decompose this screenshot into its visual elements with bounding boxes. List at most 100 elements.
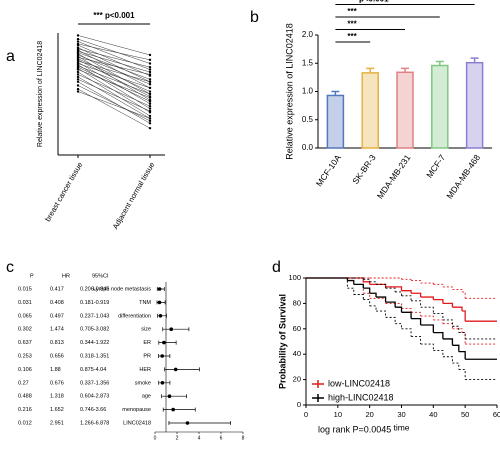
ci-step [376,310,387,318]
pair-point [148,117,152,120]
pair-line [77,44,151,76]
ci-whisker [158,380,171,385]
p-value: 0.065 [18,313,32,319]
ci-step [442,356,453,364]
ci-step [363,299,371,306]
pair-line [77,48,151,68]
pair-point [76,34,80,37]
ci-step [369,305,377,312]
hr-point [162,340,166,345]
survival-step [458,351,466,360]
survival-step [461,310,466,322]
bar [326,94,345,149]
row-label: differentiation [118,313,151,319]
ci-step [306,277,348,289]
y-axis-label: Relative expression of LINC02418 [284,23,294,160]
column-header: P [30,273,34,279]
x-tick-label: SK-BR-3 [350,152,378,185]
pair-point [148,107,152,110]
x-tick-label: MDA-MB-231 [375,152,413,200]
y-tick-label: 80 [293,298,301,307]
y-tick-label: 100 [288,273,301,282]
ci-step [411,311,422,317]
x-tick-label: 20 [365,410,373,419]
survival-step [363,281,371,285]
pair-line [77,76,151,119]
pair-point [148,100,152,103]
hr-point [160,354,165,358]
hr-point [173,367,178,372]
ci-whisker [168,421,232,425]
p-value: 0.216 [18,407,32,413]
ci-step [411,280,422,284]
x-tick-label: 0 [304,410,308,419]
survival-step [385,301,396,308]
legend-label: low-LINC02418 [328,378,390,388]
ci-step [363,292,371,299]
ci-step [420,306,434,314]
bar [361,72,379,149]
survival-step [433,298,444,304]
pair-point [148,119,152,123]
row-label: LINC02418 [123,420,151,426]
row-label: HER [139,367,151,373]
ci-step [442,319,453,327]
hr-value: 0.656 [50,353,64,359]
pair-point [148,96,152,99]
ci-step [411,300,422,308]
ci-step [458,332,466,339]
pair-point [148,83,152,86]
column-header: 95%CI [92,273,109,279]
sig-annotation: *** [347,32,357,41]
pair-line [77,81,151,124]
pair-line [77,64,151,109]
bar [465,61,484,149]
x-tick-label: 60 [493,410,500,419]
ci-whisker [162,407,196,412]
ci-whisker [164,367,200,372]
ci-step [420,282,434,285]
pair-point [76,87,80,91]
y-tick-label: 20 [293,375,301,384]
survival-step [452,344,460,352]
ci-step [411,335,422,345]
bar [431,64,449,149]
y-tick-label: 1.0 [302,87,314,96]
pair-line [77,51,151,73]
ci-step [442,323,453,329]
hr-value: 1.318 [50,394,64,400]
x-tick-label: MCF-7 [424,152,447,179]
ci-step [385,316,396,324]
ci-step [433,319,444,324]
ci-step [420,343,434,351]
ci-step [452,288,463,292]
pair-line [77,49,151,89]
survival-step [401,290,412,294]
column-header: HR [62,273,70,279]
survival-step [411,292,422,298]
pair-point [76,68,80,71]
hr-value: 0.813 [50,340,64,346]
ci-step [385,287,396,292]
survival-step [411,317,422,325]
x-tick-label: 6 [220,435,223,441]
x-tick-label: MDA-MB-468 [444,152,482,200]
row-label: smoke [135,380,151,386]
ci-step [420,315,434,320]
ci-whisker [161,394,187,399]
panel-label: b [250,9,259,26]
survival-step [347,279,355,285]
ci-value: 0.746-3.66 [80,407,106,413]
survival-step [376,296,387,303]
ci-step [369,297,387,304]
pair-point [148,109,152,113]
pair-point [76,90,80,93]
y-tick-label: 40 [293,349,301,358]
pair-line [77,79,151,112]
ci-step [458,368,466,380]
pair-point [76,44,80,47]
hr-value: 0.676 [50,380,64,386]
ci-step [433,313,444,320]
pair-point [148,70,152,74]
pair-point [148,126,152,130]
